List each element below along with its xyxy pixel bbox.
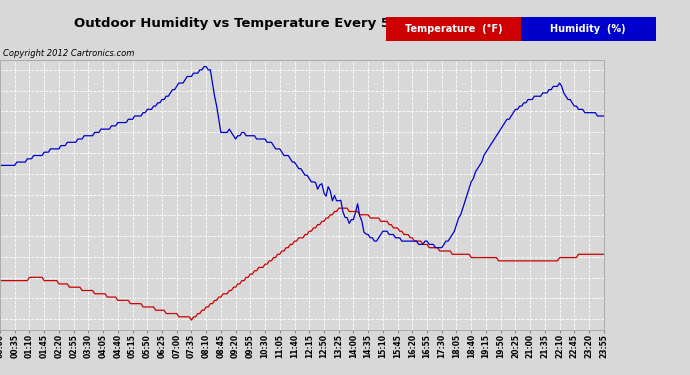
- Text: Copyright 2012 Cartronics.com: Copyright 2012 Cartronics.com: [3, 49, 135, 58]
- Text: Temperature  (°F): Temperature (°F): [405, 24, 502, 34]
- Text: Humidity  (%): Humidity (%): [551, 24, 626, 34]
- Text: Outdoor Humidity vs Temperature Every 5 Minutes 20121128: Outdoor Humidity vs Temperature Every 5 …: [75, 17, 533, 30]
